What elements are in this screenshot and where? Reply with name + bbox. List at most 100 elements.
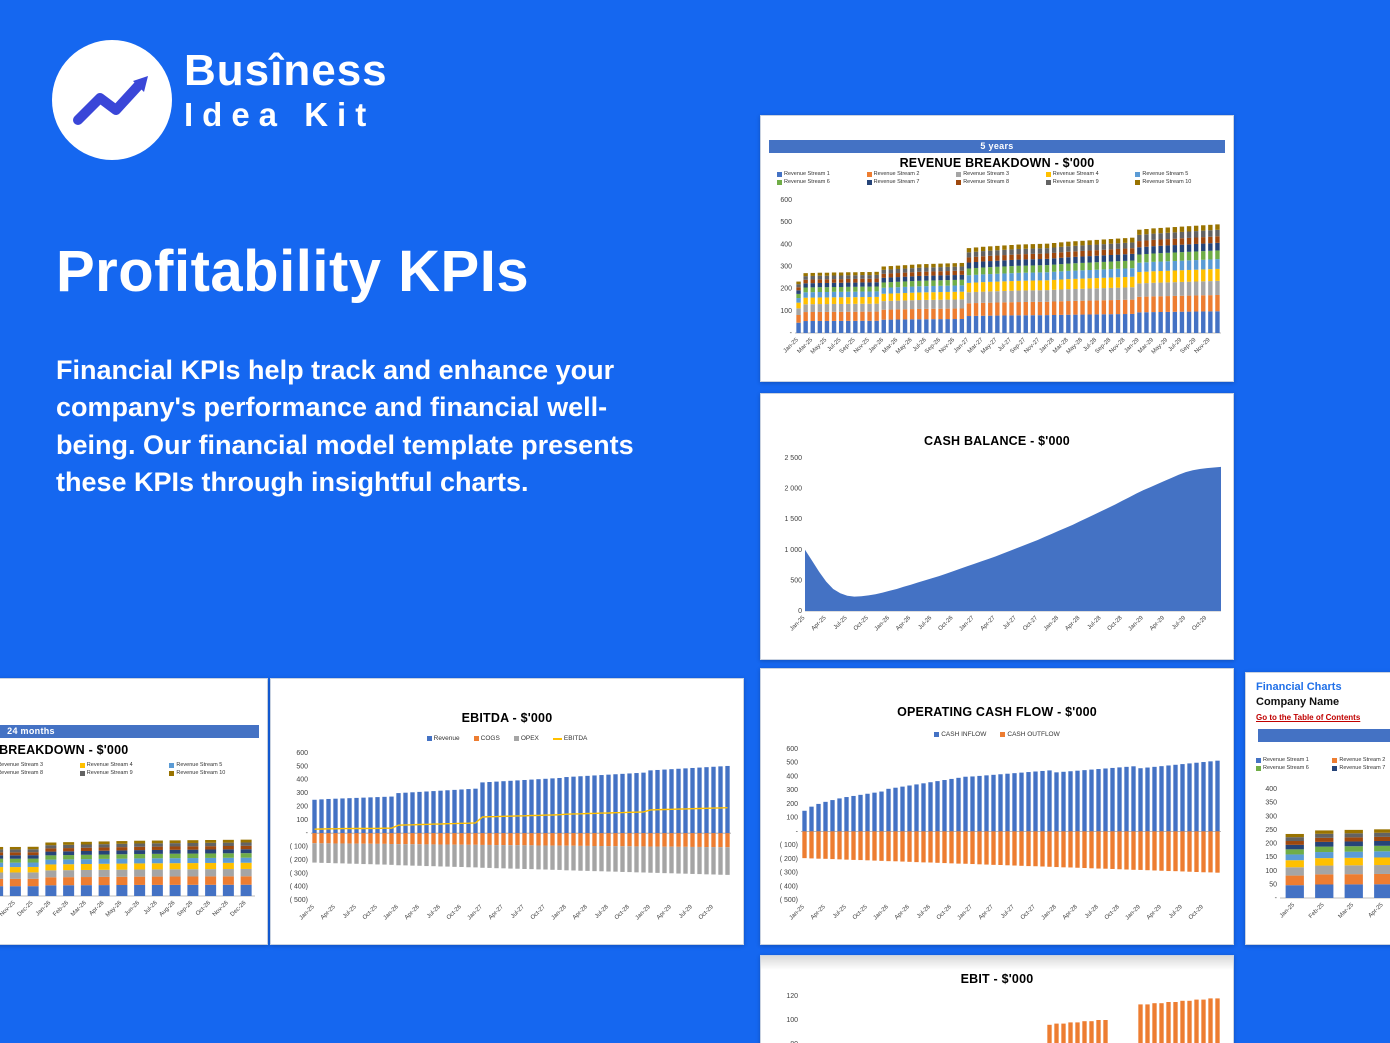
cash-balance-chart: 2 500 2 000 1 500 1 000 500 0 Jan-25 Apr-25 Jul-… bbox=[765, 454, 1229, 655]
svg-text:Mar-25: Mar-25 bbox=[1338, 902, 1356, 920]
svg-text:500: 500 bbox=[296, 763, 308, 770]
svg-text:Oct-29: Oct-29 bbox=[1191, 615, 1208, 632]
svg-text:Nov-26: Nov-26 bbox=[212, 900, 230, 918]
svg-text:Jul-29: Jul-29 bbox=[1171, 615, 1187, 631]
svg-text:100: 100 bbox=[780, 308, 792, 315]
svg-text:300: 300 bbox=[786, 787, 798, 794]
ebit-chart: 12010080604020-( 20)( 40)Jan-25Apr-25Jul… bbox=[765, 992, 1229, 1043]
period-tab[interactable] bbox=[1258, 729, 1390, 742]
svg-text:( 100): ( 100) bbox=[290, 844, 308, 851]
svg-text:200: 200 bbox=[1265, 841, 1277, 848]
svg-text:Nov-28: Nov-28 bbox=[1109, 337, 1127, 355]
svg-text:Jul-28: Jul-28 bbox=[1084, 904, 1100, 920]
legend-item: Revenue Stream 7 bbox=[866, 179, 955, 185]
svg-text:Apr-29: Apr-29 bbox=[1146, 904, 1163, 921]
svg-text:Aug-26: Aug-26 bbox=[159, 900, 177, 918]
legend-item: Revenue Stream 2 bbox=[1332, 757, 1390, 763]
legend-item: Revenue Stream 4 bbox=[79, 762, 168, 768]
svg-text:Jul-29: Jul-29 bbox=[1168, 904, 1184, 920]
svg-text:500: 500 bbox=[786, 760, 798, 767]
svg-text:Jul-26: Jul-26 bbox=[143, 900, 159, 916]
legend-item: Revenue Stream 10 bbox=[169, 770, 257, 776]
svg-text:Jan-26: Jan-26 bbox=[874, 615, 892, 633]
svg-text:( 500): ( 500) bbox=[290, 897, 308, 904]
svg-text:Oct-29: Oct-29 bbox=[1188, 904, 1205, 921]
svg-text:Jul-26: Jul-26 bbox=[426, 904, 442, 920]
period-tab-24-months[interactable]: 24 months bbox=[0, 725, 259, 738]
svg-text:50: 50 bbox=[1269, 881, 1277, 888]
svg-text:Jul-29: Jul-29 bbox=[678, 904, 694, 920]
svg-text:600: 600 bbox=[296, 750, 308, 757]
svg-text:200: 200 bbox=[296, 804, 308, 811]
svg-text:May-28: May-28 bbox=[1066, 337, 1085, 356]
svg-text:Dec-25: Dec-25 bbox=[17, 900, 35, 918]
svg-text:Nov-25: Nov-25 bbox=[0, 900, 17, 918]
legend-item: Revenue Stream 9 bbox=[79, 770, 168, 776]
svg-text:Sep-26: Sep-26 bbox=[176, 900, 194, 918]
svg-text:( 500): ( 500) bbox=[780, 897, 798, 904]
legend-item: Revenue Stream 8 bbox=[0, 770, 44, 776]
svg-text:Nov-29: Nov-29 bbox=[1194, 337, 1212, 355]
svg-text:( 200): ( 200) bbox=[780, 856, 798, 863]
svg-text:Apr-28: Apr-28 bbox=[1062, 904, 1079, 921]
svg-text:Feb-26: Feb-26 bbox=[52, 900, 70, 918]
svg-text:Jan-27: Jan-27 bbox=[467, 904, 485, 922]
svg-text:1 000: 1 000 bbox=[784, 547, 802, 554]
chart-title-revenue-breakdown: REVENUE BREAKDOWN - $'000 bbox=[899, 156, 1095, 170]
svg-text:80: 80 bbox=[790, 1041, 798, 1043]
svg-text:Jan-28: Jan-28 bbox=[551, 904, 569, 922]
svg-text:Apr-28: Apr-28 bbox=[572, 904, 589, 921]
svg-text:Oct-27: Oct-27 bbox=[530, 904, 547, 921]
svg-text:500: 500 bbox=[790, 577, 802, 584]
svg-text:Jul-27: Jul-27 bbox=[510, 904, 526, 920]
legend-item: Revenue bbox=[426, 735, 460, 742]
svg-text:Jul-28: Jul-28 bbox=[594, 904, 610, 920]
brand-name: Busîness Idea Kit bbox=[184, 47, 388, 134]
svg-text:Jan-29: Jan-29 bbox=[1128, 615, 1146, 633]
period-tab-5-years[interactable]: 5 years bbox=[769, 140, 1225, 153]
legend-item: Revenue Stream 3 bbox=[956, 171, 1044, 177]
svg-text:100: 100 bbox=[1265, 868, 1277, 875]
svg-text:2 000: 2 000 bbox=[784, 486, 802, 493]
operating-cash-flow-chart: 600 500 400 300 200 100 - ( 100) ( 200) ( 300) ( 4… bbox=[765, 745, 1229, 940]
svg-text:100: 100 bbox=[786, 815, 798, 822]
svg-text:Apr-26: Apr-26 bbox=[894, 904, 911, 921]
table-of-contents-link[interactable]: Go to the Table of Contents bbox=[1256, 713, 1361, 722]
svg-text:300: 300 bbox=[296, 790, 308, 797]
svg-text:( 100): ( 100) bbox=[780, 842, 798, 849]
svg-text:300: 300 bbox=[780, 264, 792, 271]
svg-text:Oct-27: Oct-27 bbox=[1020, 904, 1037, 921]
panel-ebitda: EBITDA - $'000 Revenue COGS OPEX EBITDA 600… bbox=[270, 678, 744, 945]
svg-text:400: 400 bbox=[1265, 786, 1277, 793]
svg-text:Jul-25: Jul-25 bbox=[832, 904, 848, 920]
brand-logo bbox=[52, 40, 172, 160]
legend-item: Revenue Stream 6 bbox=[777, 179, 865, 185]
svg-text:Jan-27: Jan-27 bbox=[958, 615, 976, 633]
svg-text:600: 600 bbox=[786, 746, 798, 753]
panel-ebit: EBIT - $'000 12010080604020-( 20)( 40)Ja… bbox=[760, 955, 1234, 1043]
svg-text:Oct-28: Oct-28 bbox=[1104, 904, 1121, 921]
legend-item: CASH INFLOW bbox=[934, 731, 986, 738]
svg-text:200: 200 bbox=[786, 801, 798, 808]
panel-operating-cash-flow: OPERATING CASH FLOW - $'000 CASH INFLOW C… bbox=[760, 668, 1234, 945]
svg-text:( 200): ( 200) bbox=[290, 857, 308, 864]
svg-text:Oct-26: Oct-26 bbox=[195, 900, 212, 917]
chart-title-ebitda: EBITDA - $'000 bbox=[461, 711, 553, 725]
svg-text:-: - bbox=[306, 830, 309, 837]
svg-text:May-29: May-29 bbox=[1151, 337, 1170, 356]
svg-text:Jan-25: Jan-25 bbox=[1279, 902, 1297, 920]
svg-text:May-26: May-26 bbox=[105, 900, 124, 919]
svg-text:Dec-26: Dec-26 bbox=[230, 900, 248, 918]
svg-text:Oct-25: Oct-25 bbox=[852, 904, 869, 921]
svg-text:250: 250 bbox=[1265, 827, 1277, 834]
ebitda-chart: 600 500 400 300 200 100 - ( 100) ( 200) ( 300) ( 4… bbox=[275, 749, 739, 940]
legend-item: Revenue Stream 4 bbox=[1045, 171, 1134, 177]
svg-text:Apr-27: Apr-27 bbox=[488, 904, 505, 921]
legend-item: Revenue Stream 10 bbox=[1135, 179, 1223, 185]
svg-text:Jul-25: Jul-25 bbox=[833, 615, 849, 631]
svg-text:100: 100 bbox=[786, 1017, 798, 1024]
svg-text:Apr-27: Apr-27 bbox=[978, 904, 995, 921]
